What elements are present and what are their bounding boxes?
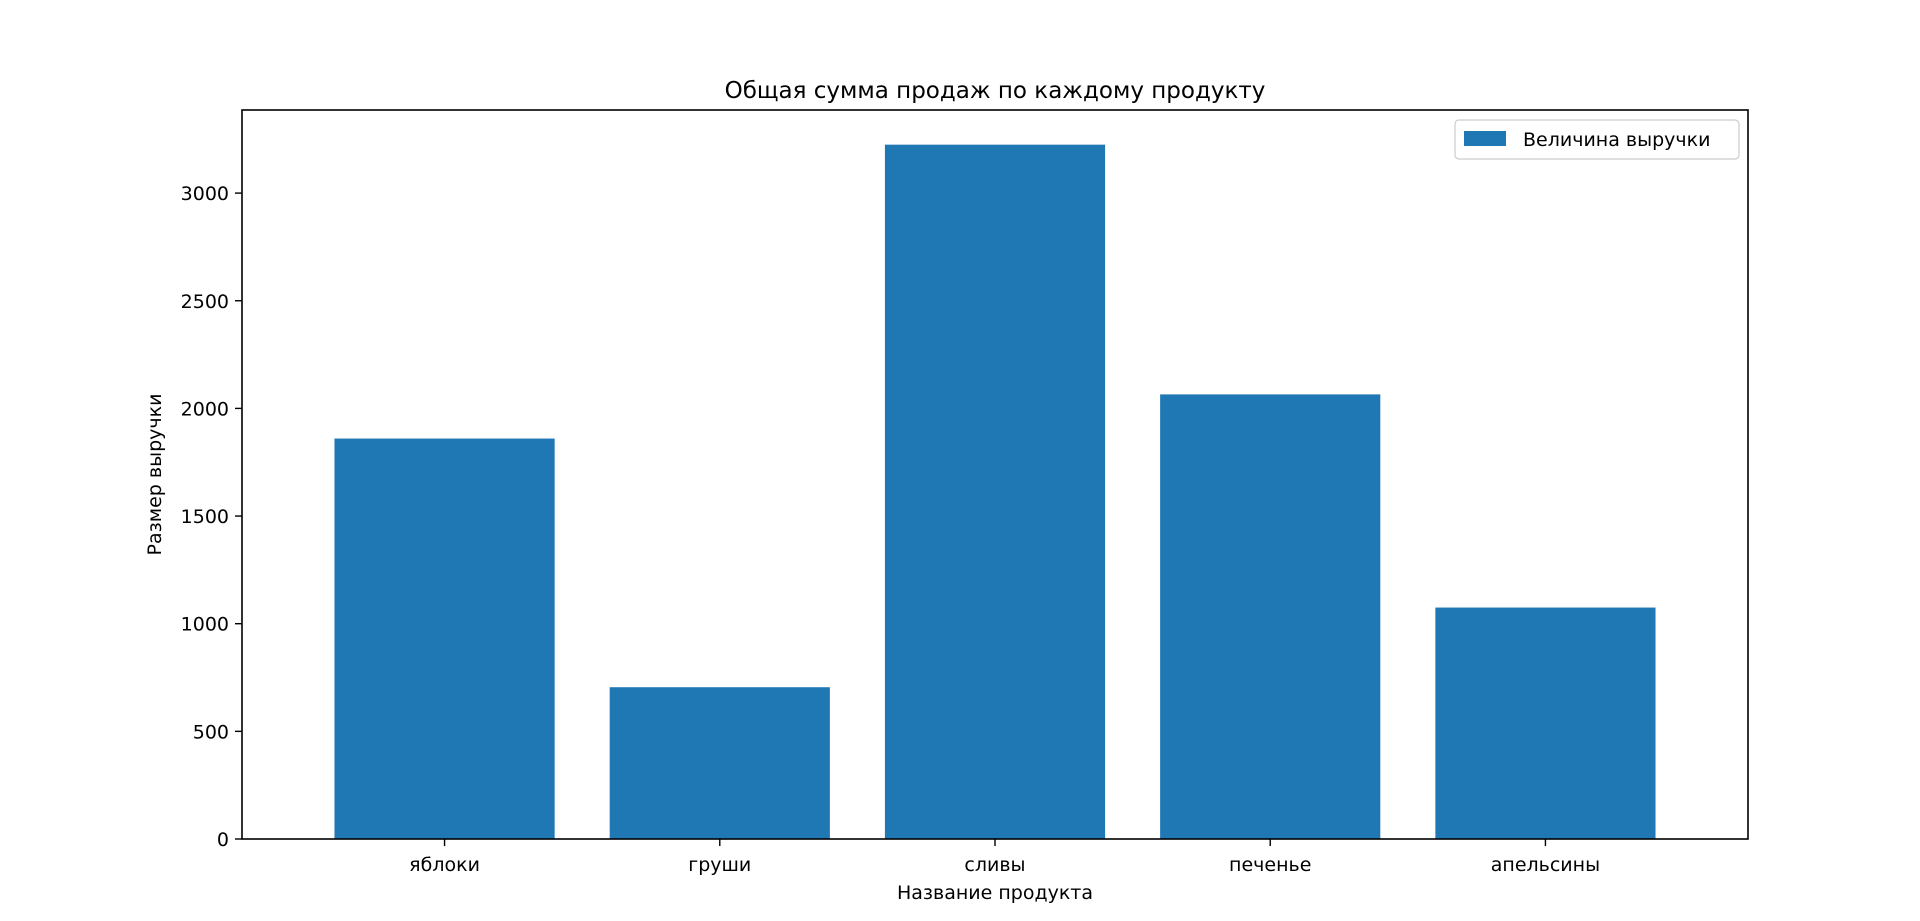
x-tick-label: апельсины	[1491, 854, 1600, 876]
y-axis-label: Размер выручки	[144, 394, 166, 556]
bar-4	[1160, 394, 1381, 839]
y-ticks-layer: 0 500 1000 1500 2000 2500 3000	[181, 183, 242, 851]
legend-label: Величина выручки	[1523, 129, 1710, 151]
y-tick-label: 2500	[181, 291, 229, 313]
y-tick-label: 500	[193, 721, 229, 743]
y-tick-label: 2000	[181, 398, 229, 420]
legend-swatch	[1464, 131, 1506, 146]
legend-box	[1454, 119, 1740, 160]
x-tick-label: сливы	[964, 854, 1025, 876]
x-tick-label: яблоки	[409, 854, 480, 876]
bar-2	[609, 687, 830, 839]
bar-5	[1435, 607, 1656, 839]
chart-title: Общая сумма продаж по каждому продукту	[725, 78, 1266, 104]
y-tick-label: 0	[217, 829, 229, 851]
y-tick-label: 1000	[181, 614, 229, 636]
x-axis-label: Название продукта	[897, 882, 1093, 904]
x-tick-label: печенье	[1229, 854, 1311, 876]
x-tick-label: груши	[688, 854, 751, 876]
bar-3	[884, 144, 1106, 839]
y-tick-label: 1500	[181, 506, 229, 528]
bars-layer	[334, 144, 1656, 839]
bar-1	[334, 438, 555, 839]
y-tick-label: 3000	[181, 183, 229, 205]
x-ticks-layer: яблоки груши сливы печенье апельсины	[409, 839, 1600, 876]
plot-area-frame	[241, 109, 1749, 840]
legend: Величина выручки	[1454, 119, 1740, 160]
